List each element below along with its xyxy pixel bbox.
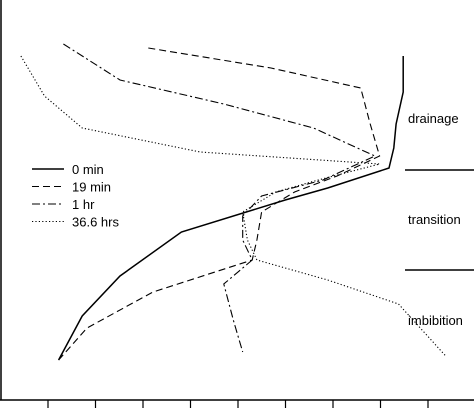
series-layer [20, 43, 447, 361]
series-line-2 [63, 43, 377, 353]
series-line-3 [20, 55, 447, 357]
zone-label-transition: transition [408, 212, 461, 227]
legend-label-2: 1 hr [72, 197, 95, 212]
series-line-1 [58, 47, 381, 361]
legend-label-3: 36.6 hrs [72, 215, 119, 230]
x-ticks [47, 400, 429, 408]
legend: 0 min 19 min 1 hr 36.6 hrs [32, 162, 119, 230]
series-line-0 [57, 56, 404, 361]
zone-label-imbibition: imbibition [408, 313, 463, 328]
legend-label-1: 19 min [72, 180, 111, 195]
legend-label-0: 0 min [72, 162, 104, 177]
zone-label-drainage: drainage [408, 111, 459, 126]
